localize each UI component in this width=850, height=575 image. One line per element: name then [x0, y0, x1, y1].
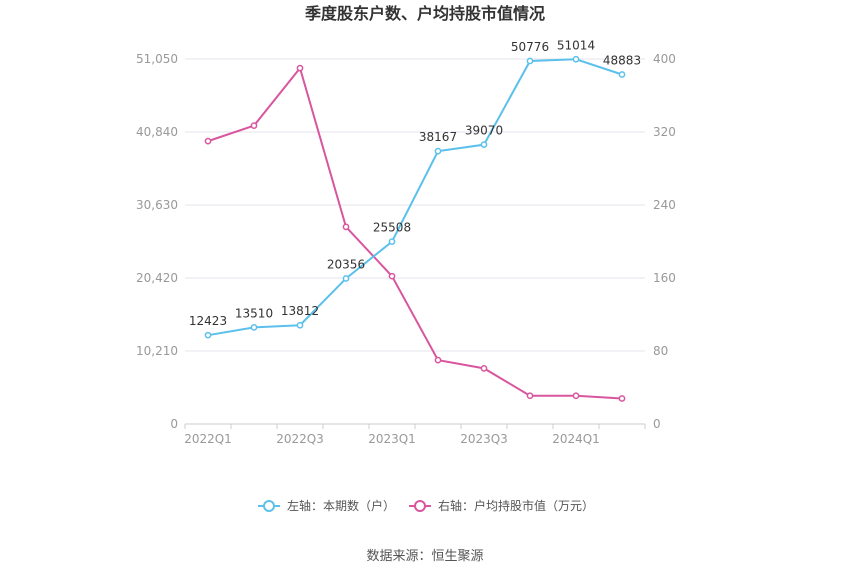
legend-item[interactable]: 左轴：本期数（户）: [258, 498, 395, 513]
data-point: [526, 57, 534, 65]
legend-marker: [263, 500, 275, 512]
legend-item[interactable]: 右轴：户均持股市值（万元）: [409, 498, 594, 513]
data-label: 13812: [281, 304, 319, 318]
data-point: [480, 141, 488, 149]
legend-label: 右轴：户均持股市值（万元）: [438, 498, 594, 513]
right-tick-label: 0: [653, 417, 661, 431]
data-label: 12423: [189, 314, 227, 328]
data-point: [618, 71, 626, 78]
x-tick-label: 2023Q3: [460, 432, 508, 446]
data-point: [434, 147, 442, 155]
data-point: [572, 392, 580, 400]
data-point: [480, 364, 488, 372]
left-tick-label: 51,050: [136, 52, 178, 66]
left-tick-label: 20,420: [136, 271, 178, 285]
legend: 左轴：本期数（户） 右轴：户均持股市值（万元）: [258, 498, 594, 513]
data-point: [296, 64, 304, 72]
legend-marker: [414, 500, 426, 512]
data-point: [342, 275, 350, 282]
grid-lines: [185, 58, 645, 425]
data-point: [572, 55, 580, 63]
data-point: [526, 392, 534, 400]
data-point: [250, 324, 258, 331]
data-point: [618, 395, 626, 402]
data-label: 38167: [419, 130, 457, 144]
right-tick-label: 80: [653, 344, 668, 358]
series-shareholder-count: 12423 13510 13812 20356 25508 38167 39070 50776…: [189, 38, 641, 339]
left-axis-ticks: 0 10,210 20,420 30,630 40,840 51,050: [136, 52, 178, 431]
data-point: [342, 223, 350, 231]
data-label: 50776: [511, 40, 549, 54]
data-label: 51014: [557, 38, 595, 52]
series-line: [207, 58, 623, 337]
x-tick-label: 2024Q1: [552, 432, 600, 446]
data-label: 20356: [327, 257, 365, 271]
x-tick-label: 2022Q3: [276, 432, 324, 446]
right-tick-label: 320: [653, 125, 676, 139]
data-label: 25508: [373, 221, 411, 235]
x-tick-label: 2023Q1: [368, 432, 416, 446]
right-tick-label: 240: [653, 198, 676, 212]
data-label: 13510: [235, 306, 273, 320]
right-tick-label: 400: [653, 52, 676, 66]
right-axis-ticks: 0 80 160 240 320 400: [653, 52, 676, 431]
x-axis: 2022Q1 2022Q3 2023Q1 2023Q3 2024Q1: [184, 424, 646, 446]
left-tick-label: 10,210: [136, 344, 178, 358]
left-tick-label: 0: [170, 417, 178, 431]
legend-label: 左轴：本期数（户）: [287, 498, 395, 513]
data-point: [204, 331, 212, 339]
data-label: 39070: [465, 124, 503, 138]
data-label: 48883: [603, 53, 641, 67]
left-tick-label: 40,840: [136, 125, 178, 139]
data-point: [388, 272, 396, 280]
x-tick-label: 2022Q1: [184, 432, 232, 446]
series-line: [207, 65, 623, 400]
left-tick-label: 30,630: [136, 198, 178, 212]
data-point: [296, 321, 304, 329]
data-point: [388, 238, 396, 245]
series-layer: 12423 13510 13812 20356 25508 38167 39070 50776…: [189, 38, 641, 402]
series-avg-holding-value: [204, 64, 626, 402]
data-point: [250, 122, 258, 129]
data-point: [204, 137, 212, 145]
right-tick-label: 160: [653, 271, 676, 285]
data-point: [434, 356, 442, 364]
chart-title: 季度股东户数、户均持股市值情况: [304, 4, 545, 23]
source-note: 数据来源：恒生聚源: [366, 549, 483, 564]
